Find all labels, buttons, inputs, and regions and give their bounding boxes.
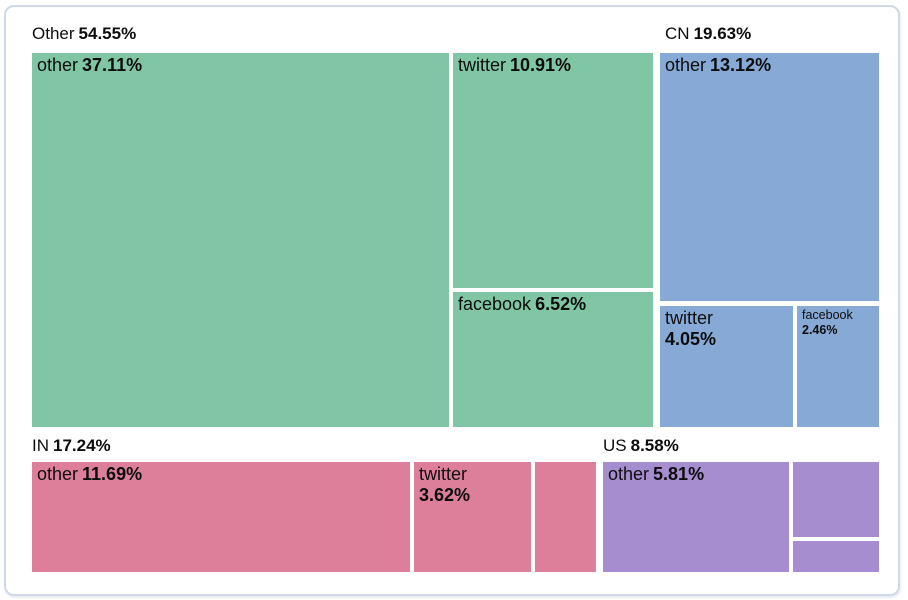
cell-label: [793, 541, 879, 564]
group-name: IN: [32, 436, 49, 455]
treemap-cell-other-facebook[interactable]: facebook 6.52%: [453, 292, 653, 427]
treemap-cell-cn-facebook[interactable]: facebook 2.46%: [797, 306, 879, 427]
cell-label: [793, 462, 879, 485]
group-label-cn: CN 19.63%: [665, 24, 751, 44]
cell-label: [535, 462, 596, 485]
treemap-cell-us-other[interactable]: other 5.81%: [603, 462, 789, 572]
treemap-cell-in-other[interactable]: other 11.69%: [32, 462, 410, 572]
treemap-cell-cn-twitter[interactable]: twitter 4.05%: [660, 306, 793, 427]
group-percent: 19.63%: [693, 24, 752, 43]
group-percent: 8.58%: [630, 436, 679, 455]
cell-label: other 37.11%: [37, 55, 143, 75]
treemap-cell-other-twitter[interactable]: twitter 10.91%: [453, 53, 653, 288]
cell-label: facebook 2.46%: [802, 308, 853, 337]
cell-label: twitter 4.05%: [665, 308, 717, 350]
cell-label: other 5.81%: [608, 464, 705, 484]
group-name: Other: [32, 24, 75, 43]
treemap-cell-other-other[interactable]: other 37.11%: [32, 53, 449, 427]
treemap-cell-in-twitter[interactable]: twitter 3.62%: [414, 462, 531, 572]
group-name: US: [603, 436, 627, 455]
group-name: CN: [665, 24, 690, 43]
group-label-in: IN 17.24%: [32, 436, 111, 456]
cell-label: other 11.69%: [37, 464, 143, 484]
group-percent: 17.24%: [53, 436, 111, 455]
treemap-cell-cn-other[interactable]: other 13.12%: [660, 53, 879, 301]
cell-label: facebook 6.52%: [458, 294, 587, 314]
group-label-us: US 8.58%: [603, 436, 679, 456]
group-percent: 54.55%: [78, 24, 137, 43]
cell-label: other 13.12%: [665, 55, 772, 75]
cell-label: twitter 10.91%: [458, 55, 572, 75]
treemap-cell-us-unlabeled-bottom[interactable]: [793, 541, 879, 572]
group-label-other: Other 54.55%: [32, 24, 136, 44]
cell-label: twitter 3.62%: [419, 464, 471, 506]
treemap-cell-us-unlabeled-top[interactable]: [793, 462, 879, 537]
treemap-cell-in-unlabeled[interactable]: [535, 462, 596, 572]
